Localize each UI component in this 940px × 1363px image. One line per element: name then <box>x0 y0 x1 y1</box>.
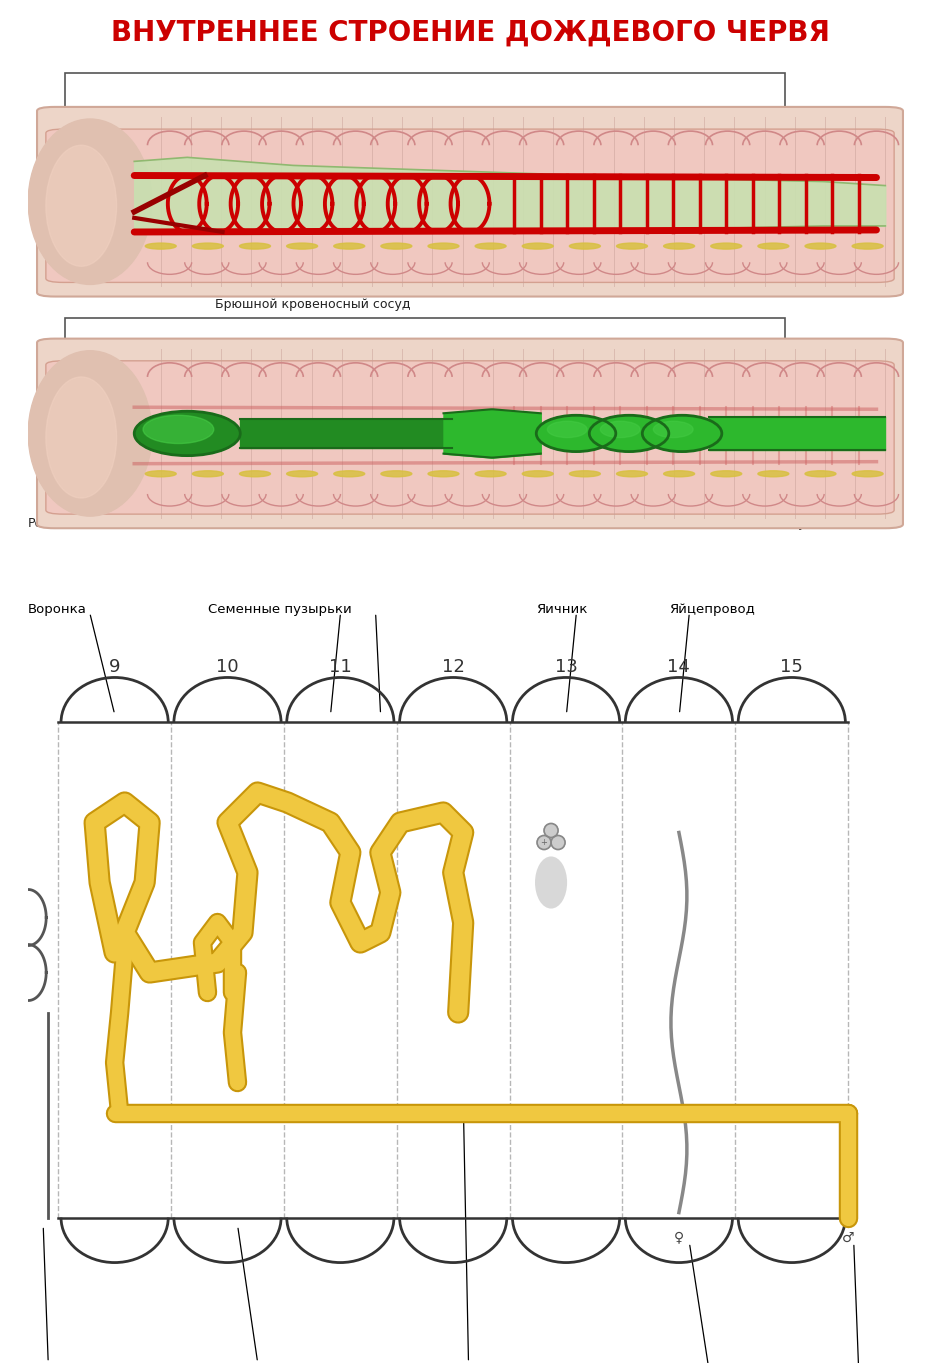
Text: Глотка: Глотка <box>55 433 157 472</box>
Text: ВНУТРЕННЕЕ СТРОЕНИЕ ДОЖДЕВОГО ЧЕРВЯ: ВНУТРЕННЕЕ СТРОЕНИЕ ДОЖДЕВОГО ЧЕРВЯ <box>111 19 829 46</box>
Bar <box>65 318 785 373</box>
Text: Поперечные кровеносные сосуды: Поперечные кровеносные сосуды <box>590 138 814 221</box>
Text: Рот: Рот <box>28 517 51 530</box>
Text: Желудок: Желудок <box>770 517 830 530</box>
Bar <box>65 74 785 134</box>
Text: "Сердца": "Сердца" <box>270 138 331 221</box>
Text: Брюшной кровеносный сосуд: Брюшной кровеносный сосуд <box>215 294 411 311</box>
Text: Воронка: Воронка <box>28 602 86 616</box>
Text: Яичник: Яичник <box>537 602 588 616</box>
Text: Семенные пузырьки: Семенные пузырьки <box>208 602 352 616</box>
Text: Спинной кровеносный сосуд: Спинной кровеносный сосуд <box>50 138 241 215</box>
Text: Яйцепровод: Яйцепровод <box>669 602 755 616</box>
